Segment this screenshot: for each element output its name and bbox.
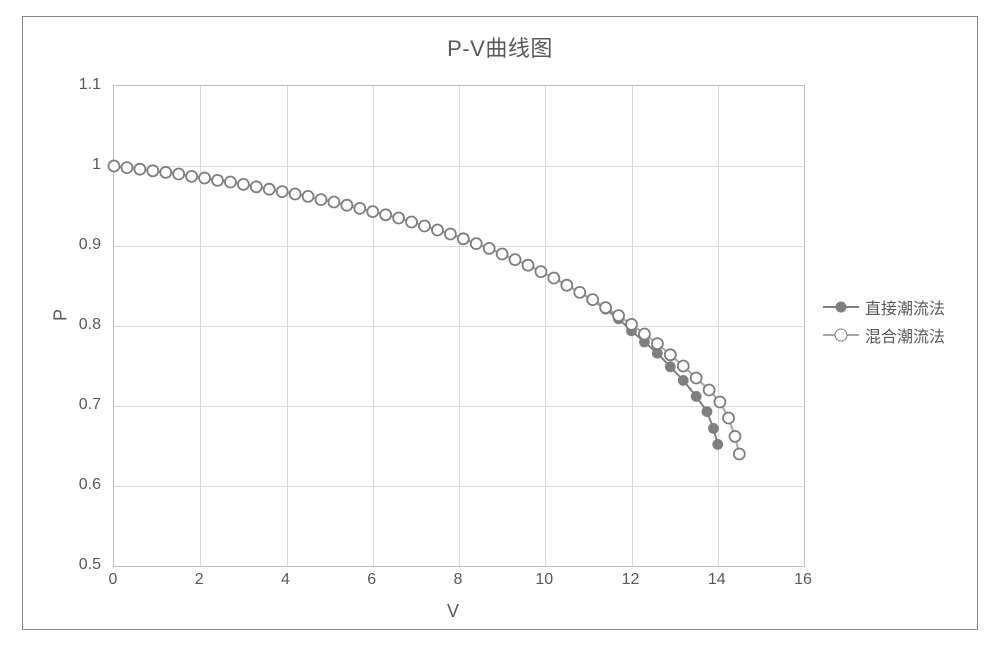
x-tick-label: 0 [109,571,118,589]
x-tick-label: 12 [622,571,640,589]
x-tick-label: 14 [708,571,726,589]
chart-title: P-V曲线图 [23,31,977,63]
legend-swatch-direct [823,298,859,316]
x-tick-label: 2 [195,571,204,589]
legend-label-direct: 直接潮流法 [865,295,945,319]
y-tick-label: 0.6 [79,476,101,494]
x-tick-label: 4 [281,571,290,589]
y-tick-container: 0.50.60.70.80.911.1 [23,85,107,565]
chart-frame: P-V曲线图 P V 0.50.60.70.80.911.1 024681012… [22,16,978,630]
x-tick-container: 0246810121416 [113,567,803,591]
plot-area [113,85,805,567]
legend-label-hybrid: 混合潮流法 [865,323,945,347]
x-tick-label: 16 [794,571,812,589]
legend: 直接潮流法 混合潮流法 [823,293,945,349]
y-tick-label: 0.7 [79,396,101,414]
x-tick-label: 8 [454,571,463,589]
legend-swatch-hybrid [823,326,859,344]
y-tick-label: 1 [92,156,101,174]
x-axis-label: V [447,601,459,622]
y-tick-label: 0.9 [79,236,101,254]
legend-item-hybrid: 混合潮流法 [823,321,945,349]
y-tick-label: 1.1 [79,76,101,94]
x-tick-label: 6 [367,571,376,589]
series-1 [114,86,804,566]
legend-item-direct: 直接潮流法 [823,293,945,321]
y-tick-label: 0.5 [79,556,101,574]
x-tick-label: 10 [535,571,553,589]
y-tick-label: 0.8 [79,316,101,334]
